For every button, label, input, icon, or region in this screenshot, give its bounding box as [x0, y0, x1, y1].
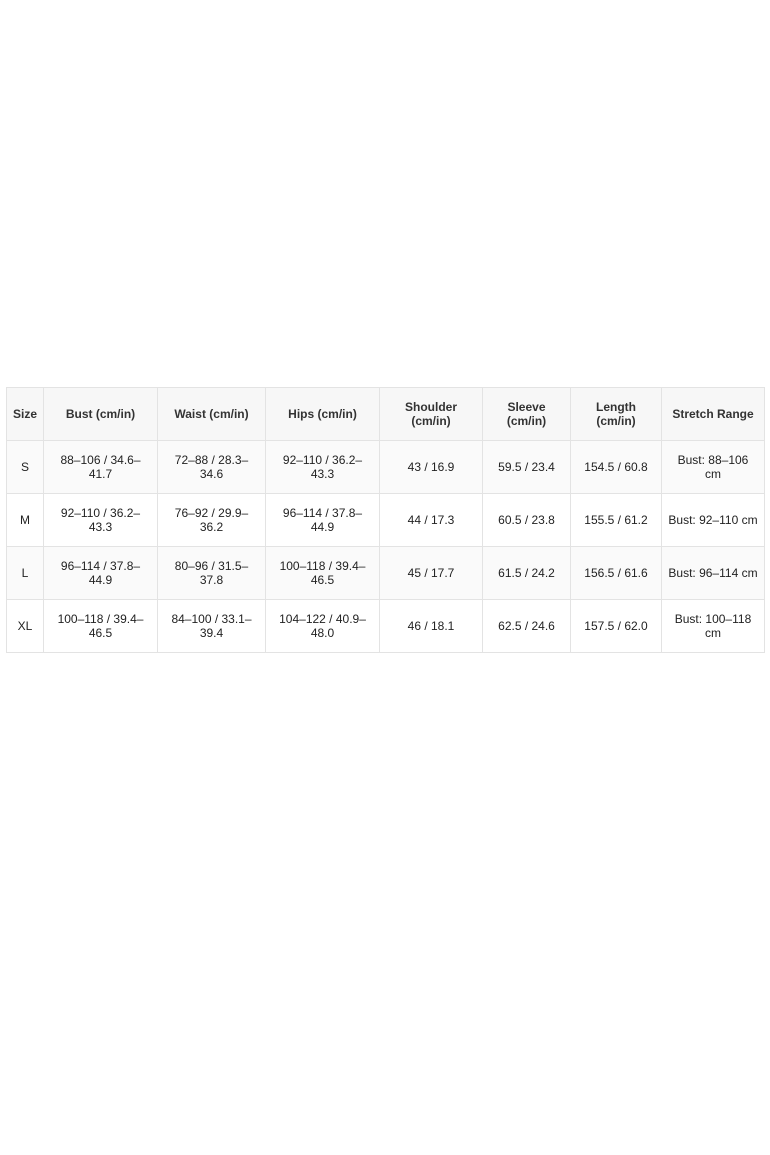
table-cell: 59.5 / 23.4 [482, 440, 571, 494]
table-cell: 60.5 / 23.8 [482, 493, 571, 547]
table-cell: Bust: 100–118 cm [661, 599, 765, 653]
size-cell: XL [6, 599, 44, 653]
table-cell: 44 / 17.3 [379, 493, 483, 547]
table-cell: 62.5 / 24.6 [482, 599, 571, 653]
table-cell: 155.5 / 61.2 [570, 493, 662, 547]
column-header: Hips (cm/in) [265, 387, 380, 441]
header-row: Size Bust (cm/in) Waist (cm/in) Hips (cm/in… [6, 387, 765, 441]
table-cell: 61.5 / 24.2 [482, 546, 571, 600]
table-cell: 92–110 / 36.2–43.3 [265, 440, 380, 494]
table-cell: 157.5 / 62.0 [570, 599, 662, 653]
column-header: Shoulder (cm/in) [379, 387, 483, 441]
column-header: Stretch Range [661, 387, 765, 441]
table-cell: 88–106 / 34.6–41.7 [43, 440, 158, 494]
table-cell: 96–114 / 37.8–44.9 [43, 546, 158, 600]
table-cell: Bust: 92–110 cm [661, 493, 765, 547]
table-cell: 43 / 16.9 [379, 440, 483, 494]
column-header: Length (cm/in) [570, 387, 662, 441]
column-header: Sleeve (cm/in) [482, 387, 571, 441]
table-cell: 96–114 / 37.8–44.9 [265, 493, 380, 547]
table-cell: 84–100 / 33.1–39.4 [157, 599, 266, 653]
column-header: Bust (cm/in) [43, 387, 158, 441]
table-cell: 100–118 / 39.4–46.5 [43, 599, 158, 653]
column-header: Waist (cm/in) [157, 387, 266, 441]
table-cell: 45 / 17.7 [379, 546, 483, 600]
table-cell: Bust: 88–106 cm [661, 440, 765, 494]
size-cell: L [6, 546, 44, 600]
table-row: S 88–106 / 34.6–41.7 72–88 / 28.3–34.6 92–1… [6, 440, 765, 494]
table-cell: Bust: 96–114 cm [661, 546, 765, 600]
table-cell: 100–118 / 39.4–46.5 [265, 546, 380, 600]
table-cell: 80–96 / 31.5–37.8 [157, 546, 266, 600]
table-row: L 96–114 / 37.8–44.9 80–96 / 31.5–37.8 100–… [6, 546, 765, 600]
table-cell: 92–110 / 36.2–43.3 [43, 493, 158, 547]
size-cell: S [6, 440, 44, 494]
table-cell: 76–92 / 29.9–36.2 [157, 493, 266, 547]
table-cell: 46 / 18.1 [379, 599, 483, 653]
table-cell: 156.5 / 61.6 [570, 546, 662, 600]
size-chart-table: Size Bust (cm/in) Waist (cm/in) Hips (cm/in… [6, 387, 765, 653]
table-row: M 92–110 / 36.2–43.3 76–92 / 29.9–36.2 96–1… [6, 493, 765, 547]
table-row: XL 100–118 / 39.4–46.5 84–100 / 33.1–39.4 1… [6, 599, 765, 653]
table-cell: 72–88 / 28.3–34.6 [157, 440, 266, 494]
table-cell: 154.5 / 60.8 [570, 440, 662, 494]
column-header: Size [6, 387, 44, 441]
size-cell: M [6, 493, 44, 547]
table-cell: 104–122 / 40.9–48.0 [265, 599, 380, 653]
